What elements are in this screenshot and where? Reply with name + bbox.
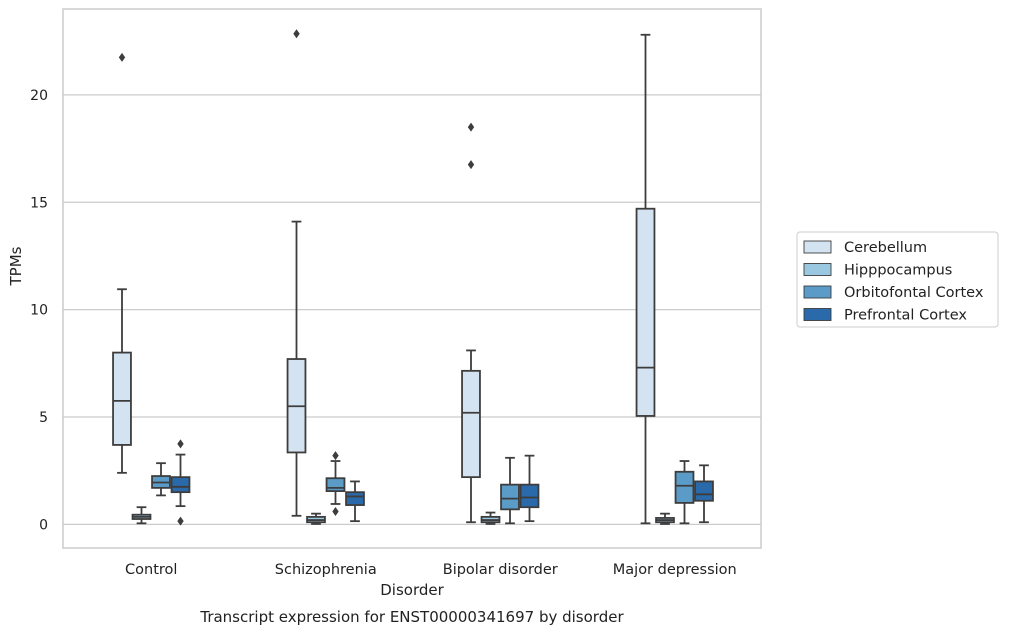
box-body [345, 491, 365, 506]
box-body [674, 470, 695, 504]
y-tick-label: 5 [39, 410, 48, 426]
legend-label: Cerebellum [844, 240, 927, 256]
box-body [635, 207, 656, 417]
legend-label: Hipppocampus [844, 263, 952, 279]
y-axis-label: TPMs [7, 246, 25, 286]
legend-swatch [803, 285, 832, 299]
outlier-point [467, 160, 475, 170]
legend: Cerebellum Hipppocampus Orbitofontal Corte… [796, 231, 999, 328]
box [480, 511, 501, 525]
legend-label: Orbitofontal Cortex [844, 285, 984, 301]
box [170, 439, 191, 526]
grid-lines [63, 94, 761, 525]
y-tick-labels: 0 5 10 15 20 [30, 88, 48, 533]
outlier-point [293, 29, 300, 39]
box [112, 52, 132, 474]
box-body [500, 483, 520, 511]
x-tick-label: Bipolar disorder [443, 562, 558, 578]
box [500, 456, 520, 525]
outlier-point [467, 122, 475, 132]
box-series [112, 29, 714, 526]
legend-swatch [803, 240, 832, 254]
box [694, 464, 714, 524]
legend-label: Prefrontal Cortex [844, 308, 967, 324]
box [345, 480, 365, 523]
box [674, 460, 695, 525]
legend-swatch [803, 263, 832, 276]
box-body [112, 351, 132, 446]
box-body [519, 483, 540, 509]
box [286, 29, 307, 517]
chart-caption: Transcript expression for ENST0000034169… [199, 608, 624, 626]
box [325, 451, 346, 516]
y-tick-label: 10 [30, 303, 48, 319]
box [306, 512, 326, 525]
x-tick-label: Major depression [613, 562, 737, 578]
box-body [461, 369, 481, 479]
x-tick-labels: Control Schizophrenia Bipolar disorder Majo… [125, 562, 737, 578]
box [151, 462, 171, 497]
outlier-point [177, 516, 184, 526]
outlier-point [332, 506, 339, 516]
y-tick-label: 0 [39, 517, 48, 533]
box [635, 33, 656, 525]
x-tick-label: Schizophrenia [275, 562, 377, 578]
outlier-point [177, 439, 184, 449]
box [655, 512, 675, 525]
legend-swatch [803, 308, 832, 321]
outlier-point [118, 52, 126, 62]
plot-frame [62, 8, 762, 549]
box [131, 506, 152, 525]
box-body [694, 480, 714, 502]
x-axis-label: Disorder [380, 581, 444, 599]
legend-frame [796, 231, 999, 328]
box [461, 122, 481, 524]
outlier-point [332, 451, 339, 461]
y-tick-label: 15 [30, 195, 48, 211]
y-tick-label: 20 [30, 88, 48, 104]
box-body [170, 476, 191, 494]
box-body [325, 477, 346, 492]
box [519, 454, 540, 523]
x-tick-label: Control [125, 562, 177, 578]
